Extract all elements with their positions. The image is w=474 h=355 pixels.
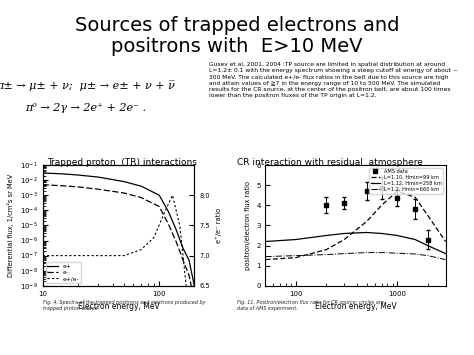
Legend: AMS data, L=1.10, Hmin=99 km, L=1.12, Hmin=258 km, L=1.2, Hmin=660 km: AMS data, L=1.10, Hmin=99 km, L=1.12, Hm… <box>369 168 443 193</box>
Text: Gusev et al, 2001, 2004 :TP source are limited in spatial distribution at around: Gusev et al, 2001, 2004 :TP source are l… <box>209 62 457 98</box>
X-axis label: Electron energy, MeV: Electron energy, MeV <box>78 302 159 311</box>
Text: Fig. 11. Positron/electron flux ratio for CR source; circles are
data of AMS exp: Fig. 11. Positron/electron flux ratio fo… <box>237 300 384 311</box>
Text: Trapped proton  (TR) interactions: Trapped proton (TR) interactions <box>47 158 197 167</box>
Legend: e+, e-, e+/e-: e+, e-, e+/e- <box>46 262 81 283</box>
Text: π⁰ → 2γ → 2e⁺ + 2e⁻ .: π⁰ → 2γ → 2e⁺ + 2e⁻ . <box>25 103 146 113</box>
Text: Sources of trapped electrons and: Sources of trapped electrons and <box>75 16 399 35</box>
Y-axis label: Differential flux, 1/cm²s sr MeV: Differential flux, 1/cm²s sr MeV <box>7 174 14 277</box>
X-axis label: Electron energy, MeV: Electron energy, MeV <box>315 302 396 311</box>
Text: Fig. 4. Spectra of the trapped positrons and electrons produced by
trapped proto: Fig. 4. Spectra of the trapped positrons… <box>43 300 205 311</box>
Y-axis label: e⁺/e⁻ ratio: e⁺/e⁻ ratio <box>215 208 222 243</box>
Text: CR interaction with residual  atmosphere: CR interaction with residual atmosphere <box>237 158 423 167</box>
Text: π± → μ± + ν;  μ± → e± + ν + ν̅: π± → μ± + ν; μ± → e± + ν + ν̅ <box>0 80 175 91</box>
Text: positrons with  E>10 MeV: positrons with E>10 MeV <box>111 37 363 56</box>
Y-axis label: positron/electron flux ratio: positron/electron flux ratio <box>245 181 251 270</box>
